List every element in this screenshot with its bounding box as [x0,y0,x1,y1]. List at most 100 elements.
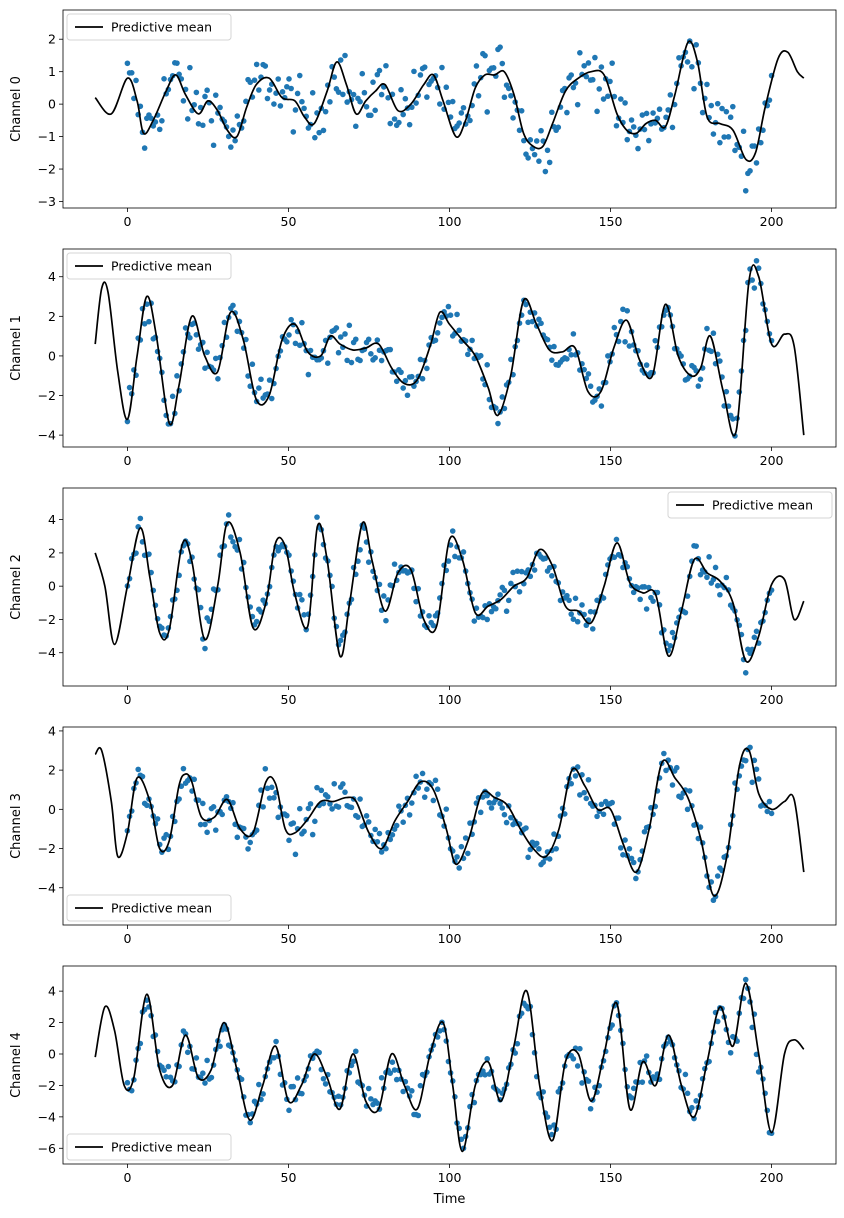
channel-0-observation-point [424,94,430,100]
channel-1-observation-point [605,353,611,359]
channel-1-observation-point [357,357,363,364]
channel-3-observation-point [210,804,217,810]
channel-0-observation-point [299,98,305,105]
channel-3-observation-point [318,787,325,794]
channel-1-observation-point [352,336,359,343]
channel-0-observation-point [445,99,452,106]
channel-1-observation-point [296,342,303,349]
channel-0-observation-point [449,98,456,105]
channel-4-observation-point [124,1079,131,1086]
channel-3-observation-point [434,786,441,792]
channel-0-observation-point [292,107,299,113]
channel-0-observation-point [296,72,303,79]
channel-3-observation-point [396,803,402,809]
channel-3-observation-point [163,831,169,838]
channel-0-observation-point [284,83,290,90]
channel-3-observation-point [355,814,361,820]
channel-0-observation-point [611,93,618,100]
channel-3-observation-point [363,813,370,819]
channel-0-observation-point [458,110,465,116]
channel-0-legend-label: Predictive mean [111,20,212,35]
channel-4-observation-point [742,976,749,983]
channel-4-xtick-label: 150 [599,1170,623,1185]
channel-2-observation-point [714,582,721,589]
channel-3-observation-point [240,825,247,832]
channel-1-observation-point [393,378,400,385]
channel-0-observation-point [133,77,139,84]
channel-4-observation-point [217,1043,223,1050]
channel-2-observation-point [228,534,234,540]
channel-3-observation-point [673,764,680,771]
channel-4-x-ticks: 0 50 100 150 200 [123,1164,784,1185]
channel-3-observation-point [383,845,389,852]
channel-4-observation-point [652,1075,659,1082]
channel-3-observation-point [260,804,266,810]
channel-2-observation-point [391,561,398,567]
channel-1-observation-point [477,352,484,359]
channel-3-observation-point [663,767,669,774]
channel-1-observation-point [620,306,626,313]
channel-2-observation-point [501,587,508,594]
channel-3-observation-point [154,816,161,822]
channel-4-observation-point [577,1045,583,1052]
channel-0-observation-point [617,96,624,102]
channel-4-observation-point [482,1072,488,1078]
channel-3-observation-point [413,773,419,780]
channel-3-xtick-label: 100 [438,931,462,946]
channel-2-observation-point [225,512,232,518]
channel-0-observation-point [568,72,575,78]
channel-3-observation-point [465,850,471,857]
channel-4-observation-point [256,1081,262,1088]
channel-4-observation-point [693,1098,699,1104]
channel-1-observation-point [284,339,290,345]
channel-3-observation-point [191,776,197,783]
channel-4-xtick-label: 100 [438,1170,462,1185]
channel-3-observation-point [626,845,633,852]
channel-3-observation-point [312,818,318,825]
channel-1-observation-point [337,334,344,340]
channel-2-observation-point [600,595,607,601]
channel-0-observation-point [607,78,613,85]
channel-1-observation-point [387,346,394,353]
channel-0-observation-point [316,129,322,136]
channel-1-observation-point [292,340,299,347]
channel-3-observation-point [176,796,182,802]
channel-3-observation-point [305,805,312,812]
channel-4-observation-point [316,1049,322,1056]
channel-3-observation-point [568,780,575,787]
channel-0-observation-point [753,160,760,166]
channel-0-observation-point [271,101,277,107]
channel-3-observation-point [609,799,615,806]
channel-3-observation-point [768,810,775,817]
channel-0-observation-point [725,134,732,140]
channel-4-observation-point [260,1091,266,1097]
channel-1-legend-box [66,252,232,280]
channel-4-data [94,976,805,1153]
channel-3-observation-point [374,838,381,845]
channel-3-observation-point [197,821,204,828]
channel-4-observation-point [202,1080,208,1086]
channel-1-observation-point [697,376,704,383]
channel-3-observation-point [585,776,592,783]
channel-2-observation-point [645,584,652,591]
channel-0-observation-point [667,92,674,98]
channel-2-observation-point [572,595,579,602]
channel-3-observation-point [497,800,503,807]
channel-0-observation-point [497,44,503,50]
channel-0-observation-point [128,70,135,76]
channel-2-observation-point [510,569,516,576]
channel-4-ytick-label: 4 [48,984,56,999]
channel-0-observation-point [501,94,508,101]
channel-2-observation-point [480,614,486,621]
channel-0-observation-point [368,112,374,119]
channel-0-observation-point [387,120,394,127]
channel-1-observation-point [307,347,314,354]
channel-1-observation-point [469,337,475,344]
channel-2-data [94,512,805,676]
channel-1-xtick-label: 200 [760,453,784,468]
channel-3-observation-point [286,837,292,844]
channel-2-ytick-label: −2 [38,612,56,627]
channel-1-observation-point [409,373,415,380]
channel-2-ytick-label: 0 [48,579,56,594]
channel-2-observation-point [137,515,144,522]
